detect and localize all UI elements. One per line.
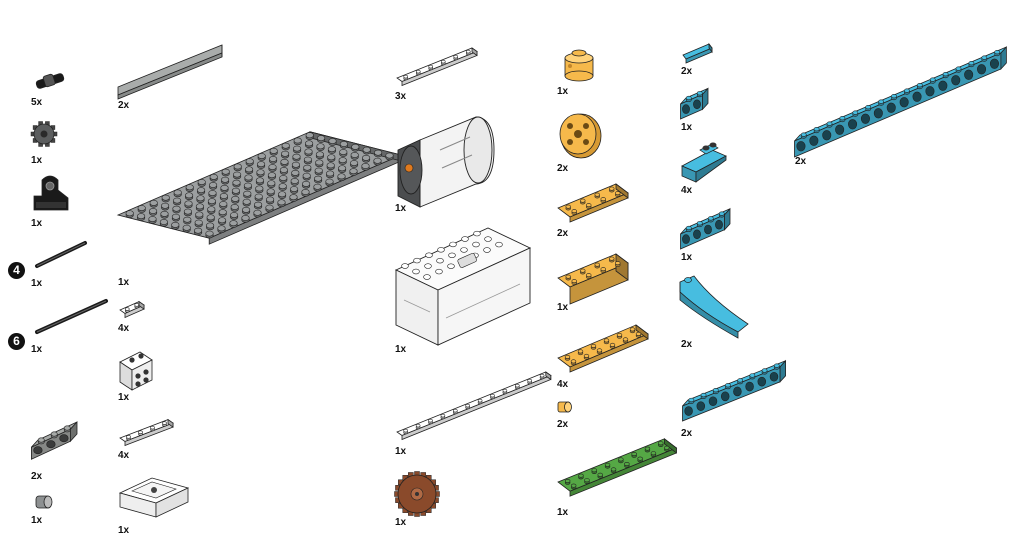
yellow-bush-icon: [557, 401, 572, 413]
qty-white-frame: 1x: [118, 525, 130, 536]
yellow-plate-2x4-icon: [557, 183, 629, 223]
axle-length-badge-6: 6: [8, 333, 25, 350]
qty-yellow-round: 1x: [557, 86, 569, 97]
blue-beam-1x2-icon: [680, 87, 709, 120]
qty-blue-tile: 2x: [681, 66, 693, 77]
qty-blue-slope: 4x: [681, 185, 693, 196]
blue-beam-1x4-icon: [680, 207, 731, 250]
bracket-icon: [119, 351, 153, 391]
gray-bush-icon: [35, 495, 53, 509]
white-plate-1x2-icon: [119, 300, 145, 319]
qty-blue-beam-1x2: 1x: [681, 122, 693, 133]
round-brick-icon: [564, 49, 594, 82]
axle-length-badge-4: 4: [8, 262, 25, 279]
gear-icon: [394, 471, 440, 517]
qty-white-bracket: 1x: [118, 392, 130, 403]
qty-gray-beam: 2x: [31, 471, 43, 482]
qty-brown-gear: 1x: [395, 517, 407, 528]
bush-gear-icon: [30, 121, 58, 147]
yellow-brick-icon: [557, 253, 629, 305]
motor-icon: [397, 116, 495, 208]
qty-yellow-wheel: 2x: [557, 163, 569, 174]
white-plate-1x12-icon: [396, 371, 552, 441]
qty-blue-curved-slope: 2x: [681, 339, 693, 350]
blue-beam-1x8-icon: [682, 359, 786, 422]
white-plate-1x6-icon: [396, 47, 478, 87]
qty-sensor-mount: 1x: [31, 218, 43, 229]
qty-yellow-bush: 2x: [557, 419, 569, 430]
qty-white-plate-1x6: 3x: [395, 91, 407, 102]
qty-motor: 1x: [395, 203, 407, 214]
qty-blue-beam-1x4: 1x: [681, 252, 693, 263]
yellow-plate-2x6-icon: [557, 324, 649, 373]
qty-axle-4: 1x: [31, 278, 43, 289]
pin-connector-icon: [35, 73, 65, 89]
qty-axle-6: 1x: [31, 344, 43, 355]
qty-yellow-plate-2x6: 4x: [557, 379, 569, 390]
baseplate-icon: [116, 131, 403, 245]
sensor-mount-icon: [33, 175, 69, 211]
qty-white-plate-1x2: 4x: [118, 323, 130, 334]
blue-slope-icon: [681, 142, 727, 183]
qty-baseplate: 1x: [118, 277, 130, 288]
qty-yellow-brick: 1x: [557, 302, 569, 313]
hub-icon: [394, 227, 532, 346]
qty-pin-connector: 5x: [31, 97, 43, 108]
blue-tile-icon: [682, 42, 713, 64]
green-plate-icon: [557, 437, 678, 497]
blue-curved-slope-icon: [679, 275, 749, 339]
frame-icon: [118, 477, 190, 518]
axle-4-icon: [35, 241, 87, 268]
blue-beam-1x16-icon: [794, 45, 1007, 158]
qty-bush-gear: 1x: [31, 155, 43, 166]
qty-gray-tile: 2x: [118, 100, 130, 111]
qty-gray-bush: 1x: [31, 515, 43, 526]
qty-hub: 1x: [395, 344, 407, 355]
qty-yellow-plate-2x4: 2x: [557, 228, 569, 239]
axle-6-icon: [35, 299, 108, 334]
gray-beam-icon: [30, 420, 78, 460]
qty-green-plate: 1x: [557, 507, 569, 518]
qty-blue-beam-1x16: 2x: [795, 156, 807, 167]
qty-white-plate-1x4: 4x: [118, 450, 130, 461]
white-plate-1x4-icon: [119, 418, 174, 447]
gray-tile-icon: [117, 44, 223, 100]
qty-white-plate-1x12: 1x: [395, 446, 407, 457]
wheel-icon: [559, 113, 602, 159]
qty-blue-beam-1x8: 2x: [681, 428, 693, 439]
